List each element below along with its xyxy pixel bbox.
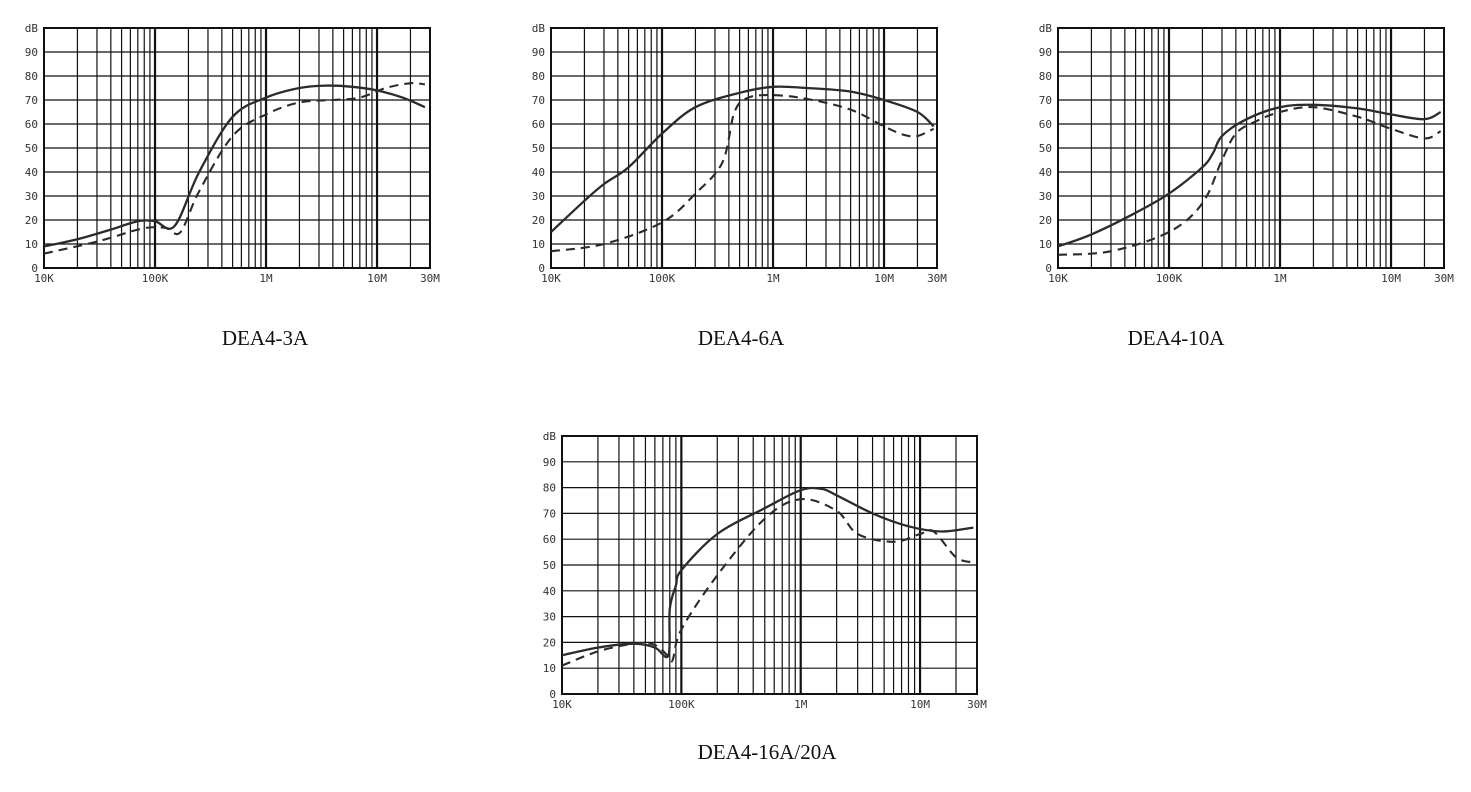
series-line-dashed [550, 94, 935, 253]
plot-frame [43, 27, 431, 269]
chart-dea4-6a: 0 10 20 30 40 50 60 70 80 90 dB 10K 100K 1M 10M 30M [532, 22, 948, 285]
x-tick-label: 10K [552, 698, 572, 711]
y-tick-label: 20 [1039, 214, 1052, 227]
plot-frame [561, 435, 978, 695]
series-line-dashed [1057, 106, 1442, 256]
x-tick-label: 10M [367, 272, 387, 285]
x-tick-label: 1M [1273, 272, 1287, 285]
chart-title: DEA4-10A [1127, 326, 1225, 350]
y-tick-label: 40 [532, 166, 545, 179]
y-tick-label: 50 [543, 559, 556, 572]
y-tick-label: 90 [543, 456, 556, 469]
chart-panel-3: 0 10 20 30 40 50 60 70 80 90 dB 10K 100K 1M 10M 30M [0, 0, 1471, 320]
y-tick-label: 20 [25, 214, 38, 227]
y-tick-label: 80 [532, 70, 545, 83]
y-tick-label: 30 [25, 190, 38, 203]
x-tick-label: 10K [34, 272, 54, 285]
y-tick-label: 0 [31, 262, 38, 275]
y-tick-label: 60 [543, 533, 556, 546]
y-tick-label: 10 [532, 238, 545, 251]
y-tick-label: 80 [25, 70, 38, 83]
chart-title: DEA4-6A [697, 326, 785, 350]
plot-frame [550, 27, 938, 269]
y-tick-label: 70 [25, 94, 38, 107]
x-tick-label: 10K [541, 272, 561, 285]
chart-dea4-3a: 0 10 20 30 40 50 60 70 80 90 dB 10K 100K 1M 10M 30M [25, 22, 441, 285]
y-tick-label: 30 [543, 611, 556, 624]
y-tick-label: 10 [25, 238, 38, 251]
x-tick-label: 1M [259, 272, 273, 285]
x-tick-label: 100K [142, 272, 169, 285]
series-line-dashed [561, 498, 974, 667]
x-tick-label: 10K [1048, 272, 1068, 285]
y-tick-label: 70 [1039, 94, 1052, 107]
y-axis-label: dB [1039, 22, 1053, 35]
chart-panel-2: 0 10 20 30 40 50 60 70 80 90 dB 10K 100K 1M 10M 30M [0, 0, 1000, 320]
y-tick-label: 0 [549, 688, 556, 701]
x-tick-label: 30M [967, 698, 987, 711]
x-tick-label: 100K [1156, 272, 1183, 285]
y-tick-label: 80 [543, 482, 556, 495]
y-tick-label: 60 [532, 118, 545, 131]
x-tick-label: 1M [794, 698, 808, 711]
y-tick-label: 20 [532, 214, 545, 227]
chart-dea4-10a: 0 10 20 30 40 50 60 70 80 90 dB 10K 100K 1M 10M 30M [1039, 22, 1455, 285]
series-line-dashed [43, 82, 426, 255]
x-tick-label: 10M [910, 698, 930, 711]
y-axis-label: dB [25, 22, 39, 35]
chart-title: DEA4-3A [221, 326, 309, 350]
series-line-solid [43, 84, 426, 248]
x-tick-label: 30M [1434, 272, 1454, 285]
y-tick-label: 60 [25, 118, 38, 131]
chart-dea4-16a-20a: 0 10 20 30 40 50 60 70 80 90 dB 10K 100K 1M 10M 30M [543, 430, 988, 711]
y-tick-label: 30 [532, 190, 545, 203]
y-tick-label: 0 [1045, 262, 1052, 275]
y-axis-label: dB [543, 430, 557, 443]
y-tick-label: 90 [532, 46, 545, 59]
y-tick-label: 90 [1039, 46, 1052, 59]
y-tick-label: 70 [543, 507, 556, 520]
series-line-solid [561, 486, 974, 659]
y-tick-label: 10 [1039, 238, 1052, 251]
x-tick-label: 100K [649, 272, 676, 285]
plot-frame [1057, 27, 1445, 269]
y-tick-label: 20 [543, 636, 556, 649]
chart-panel-4: 0 10 20 30 40 50 60 70 80 90 dB 10K 100K 1M 10M 30M [543, 430, 988, 711]
x-tick-label: 10M [874, 272, 894, 285]
y-tick-label: 40 [1039, 166, 1052, 179]
y-tick-label: 0 [538, 262, 545, 275]
y-tick-label: 40 [25, 166, 38, 179]
y-tick-label: 10 [543, 662, 556, 675]
y-tick-label: 80 [1039, 70, 1052, 83]
series-line-solid [550, 85, 935, 233]
chart-title: DEA4-16A/20A [697, 740, 837, 764]
x-tick-label: 30M [420, 272, 440, 285]
y-tick-label: 90 [25, 46, 38, 59]
y-tick-label: 60 [1039, 118, 1052, 131]
y-tick-label: 50 [25, 142, 38, 155]
y-tick-label: 30 [1039, 190, 1052, 203]
y-tick-label: 50 [1039, 142, 1052, 155]
chart-panel-1: 0 10 20 30 40 50 60 70 80 90 dB 10K 100K 1M 10M 30M [0, 0, 460, 320]
series-line-solid [1057, 103, 1442, 248]
x-tick-label: 30M [927, 272, 947, 285]
y-tick-label: 40 [543, 585, 556, 598]
x-tick-label: 10M [1381, 272, 1401, 285]
x-tick-label: 100K [668, 698, 695, 711]
y-tick-label: 50 [532, 142, 545, 155]
x-tick-label: 1M [766, 272, 780, 285]
y-axis-label: dB [532, 22, 546, 35]
y-tick-label: 70 [532, 94, 545, 107]
